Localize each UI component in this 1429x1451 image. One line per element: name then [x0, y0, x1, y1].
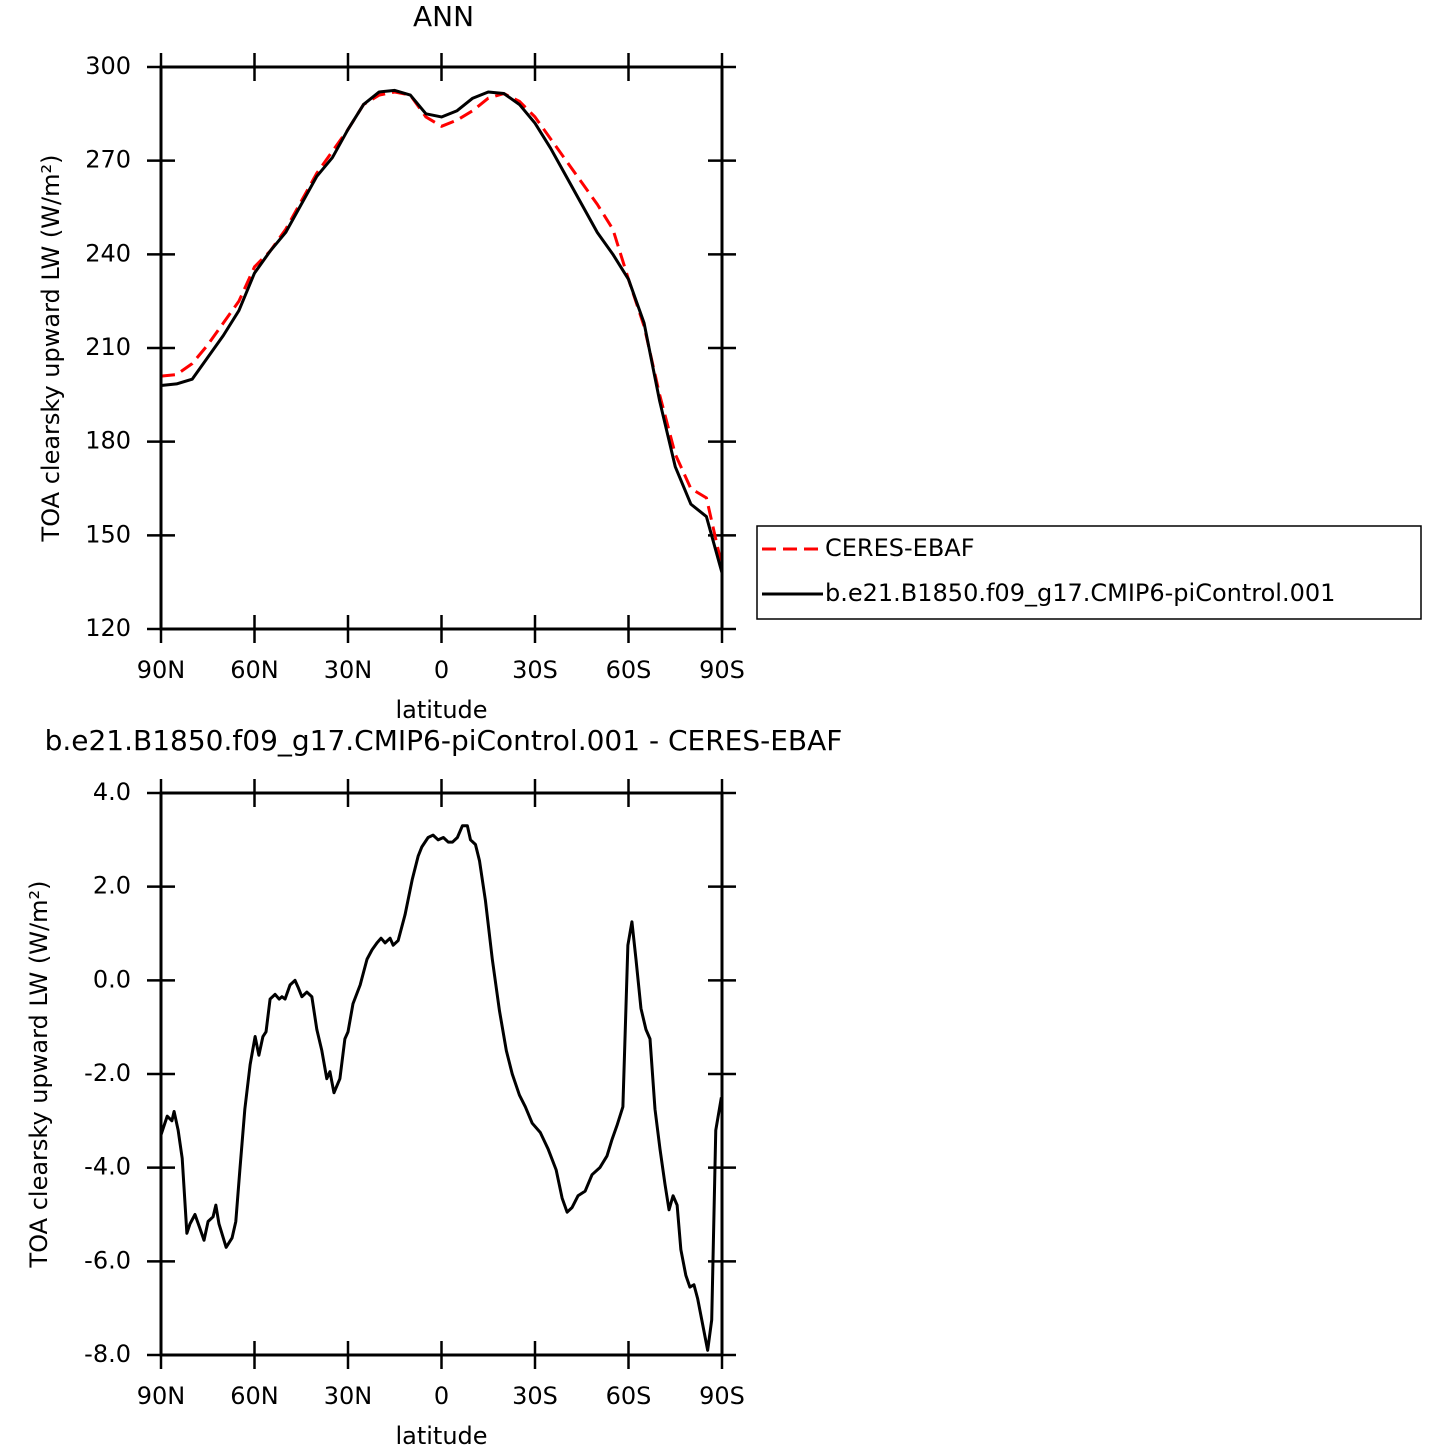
x-tick-label: 30N: [324, 656, 373, 684]
x-axis-label: latitude: [395, 1422, 487, 1450]
data-line: [160, 88, 724, 574]
x-tick-label: 60S: [606, 656, 652, 684]
y-tick-label: 0.0: [93, 965, 131, 993]
x-tick-label: 90N: [137, 656, 186, 684]
y-tick-label: 2.0: [93, 872, 131, 900]
x-tick-label: 30S: [512, 1382, 558, 1410]
x-tick-label: 60N: [230, 656, 279, 684]
y-tick-label: 270: [85, 146, 131, 174]
y-tick-label: -6.0: [84, 1246, 131, 1274]
x-tick-label: 60N: [230, 1382, 279, 1410]
plot-frame: [159, 791, 724, 1357]
y-tick-label: 4.0: [93, 778, 131, 806]
x-tick-label: 0: [434, 656, 449, 684]
x-tick-label: 90N: [137, 1382, 186, 1410]
y-tick-label: 120: [85, 614, 131, 642]
y-tick-label: -2.0: [84, 1059, 131, 1087]
chart-title: ANN: [413, 0, 474, 33]
y-tick-label: -8.0: [84, 1340, 131, 1368]
y-tick-label: -4.0: [84, 1153, 131, 1181]
plot-frame: [159, 65, 724, 631]
chart-title: b.e21.B1850.f09_g17.CMIP6-piControl.001 …: [45, 724, 843, 757]
data-line: [159, 824, 723, 1352]
x-tick-label: 0: [434, 1382, 449, 1410]
x-tick-label: 30S: [512, 656, 558, 684]
legend-box: [756, 525, 1422, 620]
legend-label: CERES-EBAF: [825, 534, 975, 562]
x-tick-label: 90S: [699, 1382, 745, 1410]
x-tick-label: 30N: [324, 1382, 373, 1410]
x-tick-label: 60S: [606, 1382, 652, 1410]
y-tick-label: 240: [85, 239, 131, 267]
x-axis-label: latitude: [395, 696, 487, 724]
y-axis-label: TOA clearsky upward LW (W/m²): [25, 881, 53, 1269]
legend-label: b.e21.B1850.f09_g17.CMIP6-piControl.001: [825, 579, 1335, 607]
y-tick-label: 210: [85, 333, 131, 361]
y-tick-label: 300: [85, 52, 131, 80]
x-tick-label: 90S: [699, 656, 745, 684]
data-line: [160, 90, 724, 567]
y-axis-label: TOA clearsky upward LW (W/m²): [37, 155, 65, 543]
y-tick-label: 180: [85, 427, 131, 455]
y-tick-label: 150: [85, 520, 131, 548]
